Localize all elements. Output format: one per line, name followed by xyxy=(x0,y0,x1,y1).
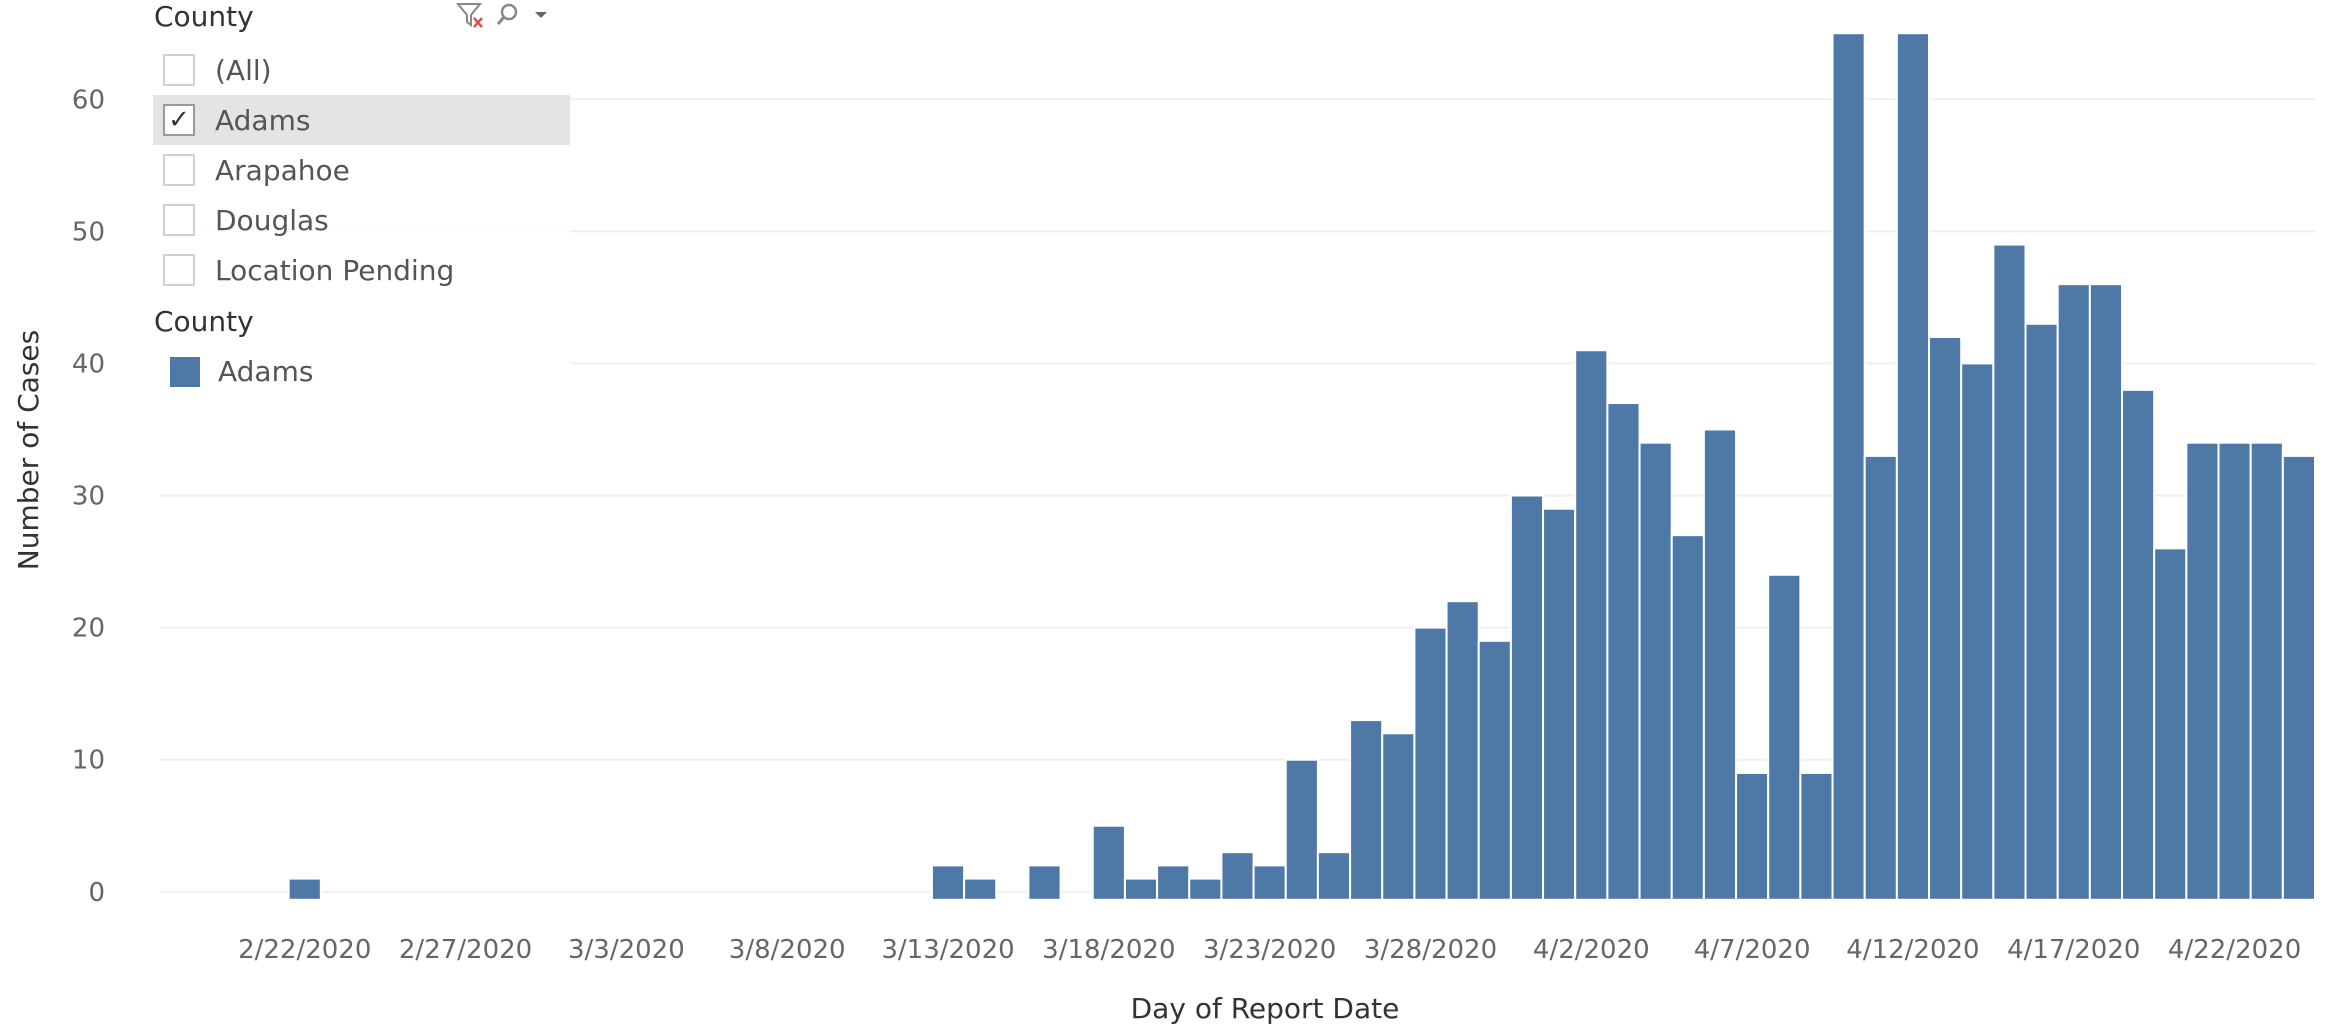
bar xyxy=(2153,547,2188,901)
x-tick-label: 2/27/2020 xyxy=(399,935,532,965)
x-tick-label: 4/17/2020 xyxy=(2007,935,2140,965)
x-tick-label: 3/18/2020 xyxy=(1042,935,1175,965)
bar xyxy=(2024,322,2059,901)
bar xyxy=(1960,362,1995,901)
bar xyxy=(963,877,998,901)
y-tick-label: 40 xyxy=(72,349,105,379)
x-axis-title: Day of Report Date xyxy=(1131,992,1400,1025)
filter-item-arapahoe[interactable]: Arapahoe xyxy=(153,145,570,195)
dropdown-arrow-icon[interactable] xyxy=(531,5,551,29)
bar xyxy=(2121,388,2156,901)
y-tick-label: 50 xyxy=(72,217,105,247)
checkbox-checked[interactable]: ✓ xyxy=(163,104,195,136)
x-tick-label: 3/3/2020 xyxy=(568,935,685,965)
bar xyxy=(1477,639,1512,901)
bar xyxy=(1252,864,1287,901)
bar xyxy=(1992,243,2027,901)
bar xyxy=(1413,626,1448,901)
x-tick-label: 3/13/2020 xyxy=(881,935,1014,965)
bar xyxy=(1381,732,1416,901)
bar xyxy=(1799,771,1834,901)
checkbox[interactable] xyxy=(163,254,195,286)
bar xyxy=(1123,877,1159,901)
bars xyxy=(287,32,2317,901)
bar xyxy=(2217,441,2252,901)
x-tick-label: 3/8/2020 xyxy=(729,935,846,965)
legend-swatch xyxy=(170,356,200,387)
legend-label: Adams xyxy=(218,355,314,388)
bar xyxy=(2088,283,2124,901)
y-tick-label: 20 xyxy=(72,614,105,644)
filter-item-location-pending[interactable]: Location Pending xyxy=(153,245,570,295)
bar xyxy=(1831,32,1866,901)
bar xyxy=(1284,758,1319,901)
bar xyxy=(1091,824,1126,901)
bar xyxy=(287,877,322,901)
legend-title: County xyxy=(154,305,254,338)
clear-filter-icon[interactable] xyxy=(455,0,485,34)
checkbox[interactable] xyxy=(163,54,195,86)
bar xyxy=(1349,719,1384,901)
bar xyxy=(1509,494,1545,901)
bar xyxy=(2281,454,2317,901)
bar xyxy=(2056,283,2091,901)
y-tick-label: 10 xyxy=(72,746,105,776)
y-tick-label: 60 xyxy=(72,85,105,115)
bar xyxy=(1702,428,1738,901)
y-axis-title: Number of Cases xyxy=(12,330,45,570)
bar xyxy=(1735,771,1770,901)
filter-title: County xyxy=(154,0,254,33)
bar xyxy=(1027,864,1062,901)
bar xyxy=(1188,877,1223,901)
y-axis-ticks: 0 10 20 30 40 50 60 xyxy=(72,85,105,908)
bar xyxy=(1542,507,1577,901)
search-icon[interactable] xyxy=(495,2,521,32)
checkbox[interactable] xyxy=(163,154,195,186)
filter-item-label: Adams xyxy=(215,103,311,137)
bar xyxy=(1220,851,1255,901)
filter-item-douglas[interactable]: Douglas xyxy=(153,195,570,245)
bar xyxy=(1316,851,1352,901)
bar xyxy=(1638,441,1673,901)
bar xyxy=(1928,336,1963,901)
bar xyxy=(1895,32,1931,901)
filter-icons xyxy=(455,2,551,32)
x-tick-label: 4/7/2020 xyxy=(1694,935,1811,965)
bar xyxy=(1606,402,1641,901)
bar xyxy=(1574,349,1609,901)
filter-item-label: Arapahoe xyxy=(215,153,350,187)
x-tick-label: 3/28/2020 xyxy=(1364,935,1497,965)
x-tick-label: 4/22/2020 xyxy=(2168,935,2301,965)
legend-item-adams: Adams xyxy=(170,355,313,388)
checkbox[interactable] xyxy=(163,204,195,236)
x-tick-label: 4/2/2020 xyxy=(1533,935,1650,965)
bar xyxy=(1670,534,1705,901)
bar xyxy=(930,864,966,901)
filter-item-label: Location Pending xyxy=(215,253,455,287)
filter-item-all[interactable]: (All) xyxy=(153,45,570,95)
x-tick-label: 2/22/2020 xyxy=(238,935,371,965)
filter-item-label: (All) xyxy=(215,53,272,87)
y-tick-label: 30 xyxy=(72,482,105,512)
bar xyxy=(2185,441,2220,901)
county-filter-panel: County (All) ✓ Adams Arapahoe Douglas Lo… xyxy=(150,0,570,400)
bar xyxy=(1767,573,1802,901)
bar xyxy=(1156,864,1191,901)
filter-item-adams[interactable]: ✓ Adams xyxy=(153,95,570,145)
x-axis-ticks: 2/22/2020 2/27/2020 3/3/2020 3/8/2020 3/13/2… xyxy=(238,935,2301,965)
filter-item-label: Douglas xyxy=(215,203,329,237)
bar xyxy=(2249,441,2284,901)
bar xyxy=(1863,454,1898,901)
bar xyxy=(1445,600,1480,901)
x-tick-label: 4/12/2020 xyxy=(1846,935,1979,965)
y-tick-label: 0 xyxy=(88,878,105,908)
x-tick-label: 3/23/2020 xyxy=(1203,935,1336,965)
